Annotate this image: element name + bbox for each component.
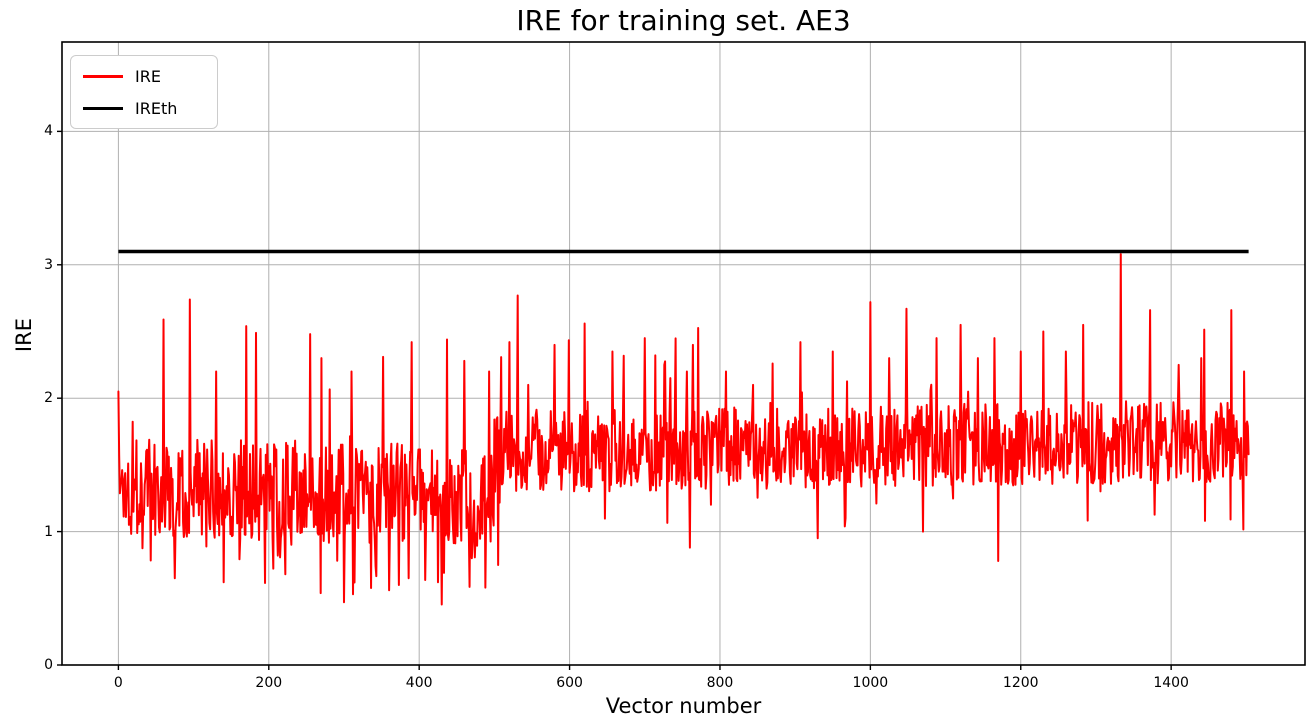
legend-entry-ire: IRE (83, 64, 203, 88)
legend-label-ireth: IREth (135, 98, 178, 118)
x-tick-label: 800 (706, 675, 734, 691)
x-tick-label: 200 (255, 675, 283, 691)
chart-title: IRE for training set. AE3 (516, 4, 851, 37)
legend: IRE IREth (70, 55, 219, 129)
legend-entry-ireth: IREth (83, 96, 203, 120)
x-tick-label: 400 (405, 675, 433, 691)
x-tick-label: 600 (556, 675, 583, 691)
y-tick-label: 0 (44, 657, 53, 673)
x-tick-label: 0 (113, 675, 123, 691)
y-axis-label: IRE (12, 318, 36, 353)
y-tick-label: 3 (44, 256, 53, 273)
x-tick-label: 1000 (852, 675, 889, 691)
legend-line-sample-ire (83, 74, 123, 78)
legend-label-ire: IRE (135, 66, 161, 86)
x-tick-label: 1200 (1002, 675, 1039, 691)
y-tick-label: 4 (44, 123, 53, 140)
legend-line-sample-ireth (83, 106, 123, 110)
x-axis-label: Vector number (605, 694, 762, 718)
y-tick-label: 1 (44, 523, 53, 540)
y-tick-label: 2 (44, 390, 53, 407)
x-tick-label: 1400 (1153, 675, 1189, 691)
